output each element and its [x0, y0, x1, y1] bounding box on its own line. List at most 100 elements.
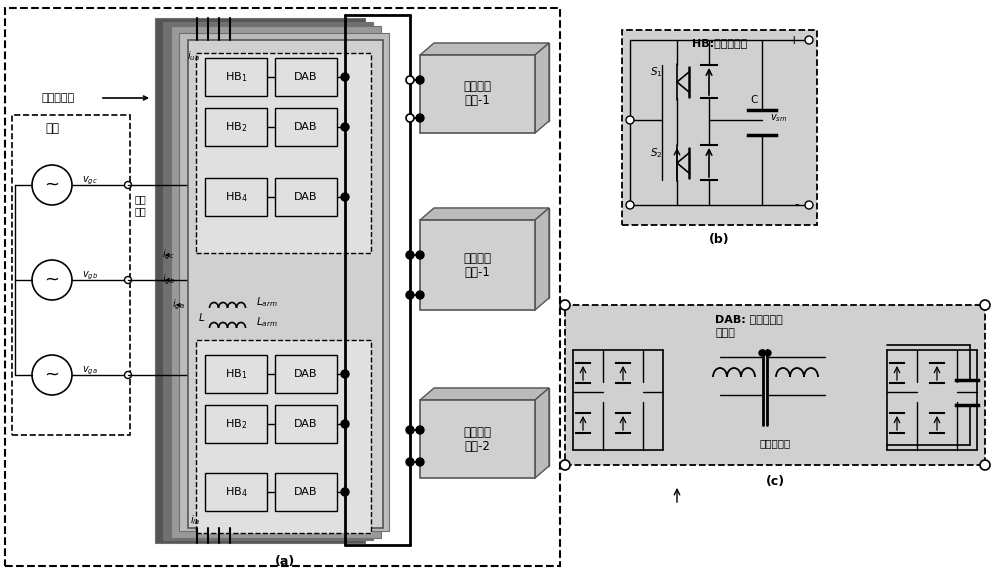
Text: $L$: $L$ — [198, 311, 206, 323]
Bar — [420, 55, 535, 133]
Text: 低压直流: 低压直流 — [464, 81, 492, 93]
Circle shape — [406, 114, 414, 122]
Text: DAB: DAB — [294, 72, 318, 82]
Bar — [275, 108, 337, 146]
Circle shape — [416, 291, 424, 299]
Circle shape — [416, 76, 424, 84]
Polygon shape — [420, 388, 549, 400]
Bar — [622, 30, 817, 225]
Text: HB$_2$: HB$_2$ — [225, 120, 247, 134]
Text: DAB: DAB — [294, 369, 318, 379]
Bar — [188, 40, 383, 528]
Circle shape — [341, 73, 349, 81]
Text: DAB: DAB — [294, 122, 318, 132]
Bar — [434, 388, 549, 466]
Text: ~: ~ — [44, 176, 60, 194]
Circle shape — [416, 426, 424, 434]
Bar — [205, 58, 267, 96]
Text: $v_{gc}$: $v_{gc}$ — [82, 175, 98, 187]
Circle shape — [32, 355, 72, 395]
Bar — [5, 8, 560, 566]
Bar — [420, 400, 535, 478]
Circle shape — [124, 372, 132, 379]
Bar — [196, 53, 371, 253]
Polygon shape — [420, 43, 549, 55]
Text: $i_{la}$: $i_{la}$ — [190, 513, 200, 527]
Bar — [205, 178, 267, 216]
Text: (a): (a) — [275, 556, 295, 568]
Bar — [275, 355, 337, 393]
Circle shape — [980, 300, 990, 310]
Text: C: C — [751, 95, 758, 105]
Circle shape — [805, 201, 813, 209]
Bar — [12, 115, 130, 435]
Text: ~: ~ — [44, 366, 60, 384]
Circle shape — [341, 370, 349, 378]
Polygon shape — [535, 43, 549, 133]
Circle shape — [416, 251, 424, 259]
Bar — [205, 108, 267, 146]
Circle shape — [626, 201, 634, 209]
Circle shape — [406, 251, 414, 259]
Text: 微网-1: 微网-1 — [465, 95, 490, 107]
Text: $i_{gc}$: $i_{gc}$ — [162, 248, 175, 262]
Text: HB:半桥子模块: HB:半桥子模块 — [692, 38, 747, 48]
Bar — [434, 208, 549, 298]
Text: HB$_4$: HB$_4$ — [225, 190, 247, 204]
Text: +: + — [788, 33, 799, 47]
Text: $v_{sm}$: $v_{sm}$ — [770, 112, 787, 124]
Text: HB$_1$: HB$_1$ — [225, 367, 247, 381]
Bar — [205, 473, 267, 511]
Bar — [275, 473, 337, 511]
Text: $v_{gb}$: $v_{gb}$ — [82, 270, 98, 282]
Text: 高频变压器: 高频变压器 — [759, 438, 791, 448]
Text: DAB: DAB — [294, 192, 318, 202]
Circle shape — [32, 165, 72, 205]
Circle shape — [980, 460, 990, 470]
Bar — [275, 178, 337, 216]
Bar — [196, 340, 371, 533]
Bar — [275, 405, 337, 443]
Bar — [163, 22, 373, 540]
Text: $L_{arm}$: $L_{arm}$ — [256, 295, 278, 309]
Text: 微网-2: 微网-2 — [465, 440, 490, 452]
Text: 低压直流: 低压直流 — [464, 425, 492, 439]
Circle shape — [341, 123, 349, 131]
Text: DAB: DAB — [294, 487, 318, 497]
Bar — [434, 43, 549, 121]
Circle shape — [406, 458, 414, 466]
Text: 微网-1: 微网-1 — [465, 265, 490, 279]
Circle shape — [406, 76, 414, 84]
Text: 交流
端口: 交流 端口 — [134, 194, 146, 216]
Text: HB$_4$: HB$_4$ — [225, 485, 247, 499]
Text: 接口变换器: 接口变换器 — [41, 93, 75, 103]
Circle shape — [560, 460, 570, 470]
Circle shape — [341, 488, 349, 496]
Circle shape — [341, 420, 349, 428]
Text: 变换器: 变换器 — [715, 328, 735, 338]
Circle shape — [406, 291, 414, 299]
Circle shape — [416, 458, 424, 466]
Text: $S_1$: $S_1$ — [650, 65, 663, 79]
Bar — [420, 220, 535, 310]
Bar — [565, 305, 985, 465]
Text: -: - — [794, 198, 799, 212]
Text: 中压直流: 中压直流 — [464, 252, 492, 264]
Bar — [205, 405, 267, 443]
Text: (b): (b) — [709, 233, 730, 245]
Polygon shape — [535, 388, 549, 478]
Text: $v_{ga}$: $v_{ga}$ — [82, 365, 98, 377]
Text: DAB: DAB — [294, 419, 318, 429]
Circle shape — [124, 182, 132, 189]
Circle shape — [560, 300, 570, 310]
Circle shape — [626, 116, 634, 124]
Text: 电网: 电网 — [45, 122, 59, 134]
Polygon shape — [420, 208, 549, 220]
Text: $S_2$: $S_2$ — [650, 146, 662, 160]
Bar — [171, 26, 381, 538]
Circle shape — [765, 350, 771, 356]
Circle shape — [124, 276, 132, 283]
Bar — [275, 58, 337, 96]
Text: (c): (c) — [765, 474, 785, 488]
Polygon shape — [535, 208, 549, 310]
